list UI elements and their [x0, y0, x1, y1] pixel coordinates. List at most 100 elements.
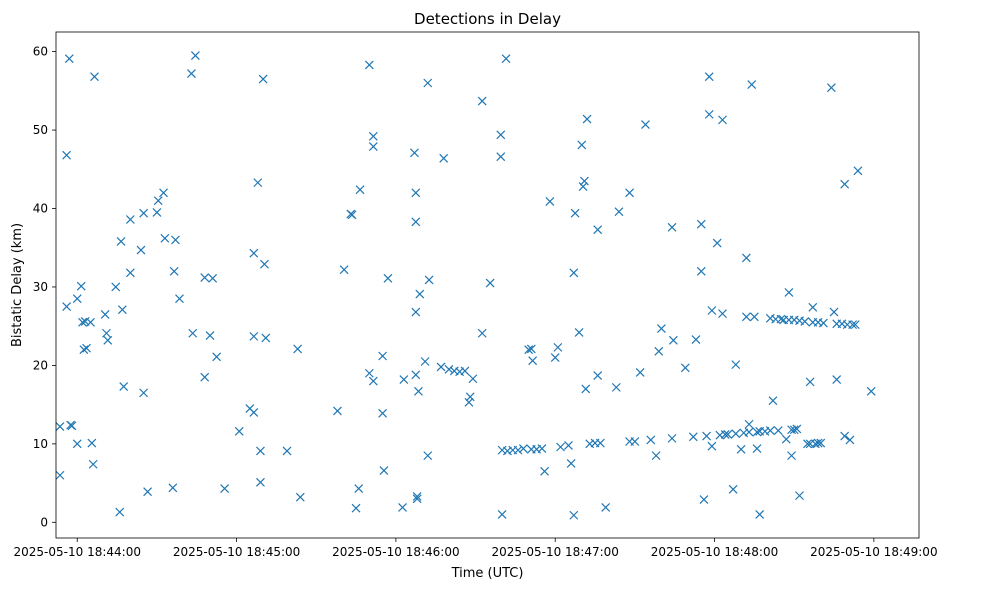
data-point-marker: [414, 386, 423, 396]
data-point-marker: [579, 176, 589, 186]
data-point-marker: [816, 438, 826, 448]
data-point-marker: [768, 396, 778, 406]
data-point-marker: [295, 492, 305, 502]
data-point-marker: [234, 426, 244, 436]
data-point-marker: [625, 188, 634, 198]
data-point-marker: [657, 324, 666, 333]
data-point-marker: [208, 273, 218, 283]
data-point-marker: [261, 333, 271, 343]
data-point-marker: [803, 439, 812, 449]
data-point-marker: [691, 335, 701, 344]
data-point-marker: [556, 442, 565, 452]
data-point-marker: [718, 115, 727, 125]
data-point-marker: [139, 388, 149, 398]
y-tick-label: 40: [33, 202, 48, 216]
data-point-marker: [723, 430, 733, 439]
data-point-marker: [139, 208, 149, 218]
data-point-marker: [368, 376, 378, 386]
data-point-marker: [62, 302, 72, 311]
data-point-marker: [795, 491, 804, 501]
data-point-marker: [169, 266, 179, 276]
data-point-marker: [136, 245, 146, 255]
data-point-marker: [368, 131, 378, 141]
y-axis: 0 10 20 30 40 50 60: [33, 45, 56, 529]
x-tick-label: 2025-05-10 18:46:00: [332, 545, 459, 559]
data-point-marker: [378, 351, 388, 361]
data-point-marker: [787, 451, 796, 461]
data-point-marker: [485, 278, 495, 288]
data-point-marker: [712, 238, 722, 248]
data-point-marker: [540, 466, 550, 476]
data-point-marker: [78, 317, 87, 327]
data-point-marker: [410, 148, 419, 158]
data-point-marker: [550, 353, 560, 362]
data-point-marker: [411, 217, 421, 227]
data-point-marker: [577, 140, 587, 150]
y-axis-label: Bistatic Delay (km): [10, 223, 25, 347]
data-point-marker: [570, 208, 580, 218]
data-point-marker: [646, 435, 656, 445]
data-point-marker: [464, 397, 474, 407]
x-tick-label: 2025-05-10 18:47:00: [491, 545, 618, 559]
data-point-marker: [702, 431, 711, 441]
data-point-marker: [64, 54, 74, 64]
data-point-marker: [412, 494, 422, 504]
data-point-marker: [55, 470, 65, 480]
data-point-marker: [744, 419, 754, 429]
data-point-marker: [253, 178, 263, 188]
data-point-marker: [654, 346, 664, 356]
data-point-marker: [513, 445, 523, 455]
data-point-marker: [415, 289, 425, 299]
y-tick-label: 20: [33, 358, 48, 372]
data-point-marker: [840, 431, 850, 441]
data-point-marker: [364, 368, 374, 378]
data-point-marker: [125, 215, 135, 224]
data-point-marker: [423, 78, 433, 88]
data-point-marker: [808, 302, 818, 312]
data-point-marker: [704, 72, 714, 82]
data-point-marker: [282, 446, 292, 456]
data-point-marker: [55, 422, 65, 432]
data-point-marker: [82, 343, 91, 353]
data-point-marker: [424, 275, 434, 285]
data-point-marker: [696, 219, 706, 229]
data-point-marker: [187, 69, 196, 79]
data-point-marker: [707, 306, 717, 315]
data-point-marker: [518, 444, 528, 453]
data-point-marker: [792, 424, 802, 434]
data-point-marker: [188, 328, 198, 338]
data-point-marker: [752, 427, 762, 437]
data-point-marker: [747, 80, 757, 89]
data-point-marker: [249, 248, 259, 258]
data-point-marker: [850, 320, 860, 330]
data-point-marker: [545, 197, 555, 206]
data-point-marker: [840, 179, 850, 189]
data-point-marker: [641, 120, 650, 129]
data-point-marker: [614, 207, 624, 217]
data-point-marker: [630, 437, 640, 446]
data-point-marker: [601, 502, 611, 512]
data-point-marker: [87, 438, 97, 448]
data-point-marker: [496, 130, 506, 140]
y-tick-label: 50: [33, 123, 48, 137]
x-tick-label: 2025-05-10 18:49:00: [810, 545, 937, 559]
data-point-marker: [553, 342, 563, 352]
data-point-marker: [116, 237, 126, 246]
data-point-marker: [773, 426, 783, 435]
data-point-marker: [67, 421, 77, 431]
data-point-marker: [776, 314, 786, 324]
data-point-marker: [90, 72, 99, 82]
data-point-marker: [72, 439, 82, 449]
data-point-marker: [153, 196, 163, 206]
data-point-marker: [668, 335, 678, 345]
data-point-marker: [125, 268, 135, 278]
data-point-marker: [159, 188, 168, 198]
data-point-marker: [212, 352, 222, 362]
data-point-marker: [460, 366, 470, 376]
data-point-marker: [444, 364, 454, 374]
data-point-marker: [680, 363, 690, 373]
data-point-marker: [731, 360, 741, 370]
data-point-marker: [477, 328, 487, 338]
data-point-marker: [784, 288, 794, 297]
